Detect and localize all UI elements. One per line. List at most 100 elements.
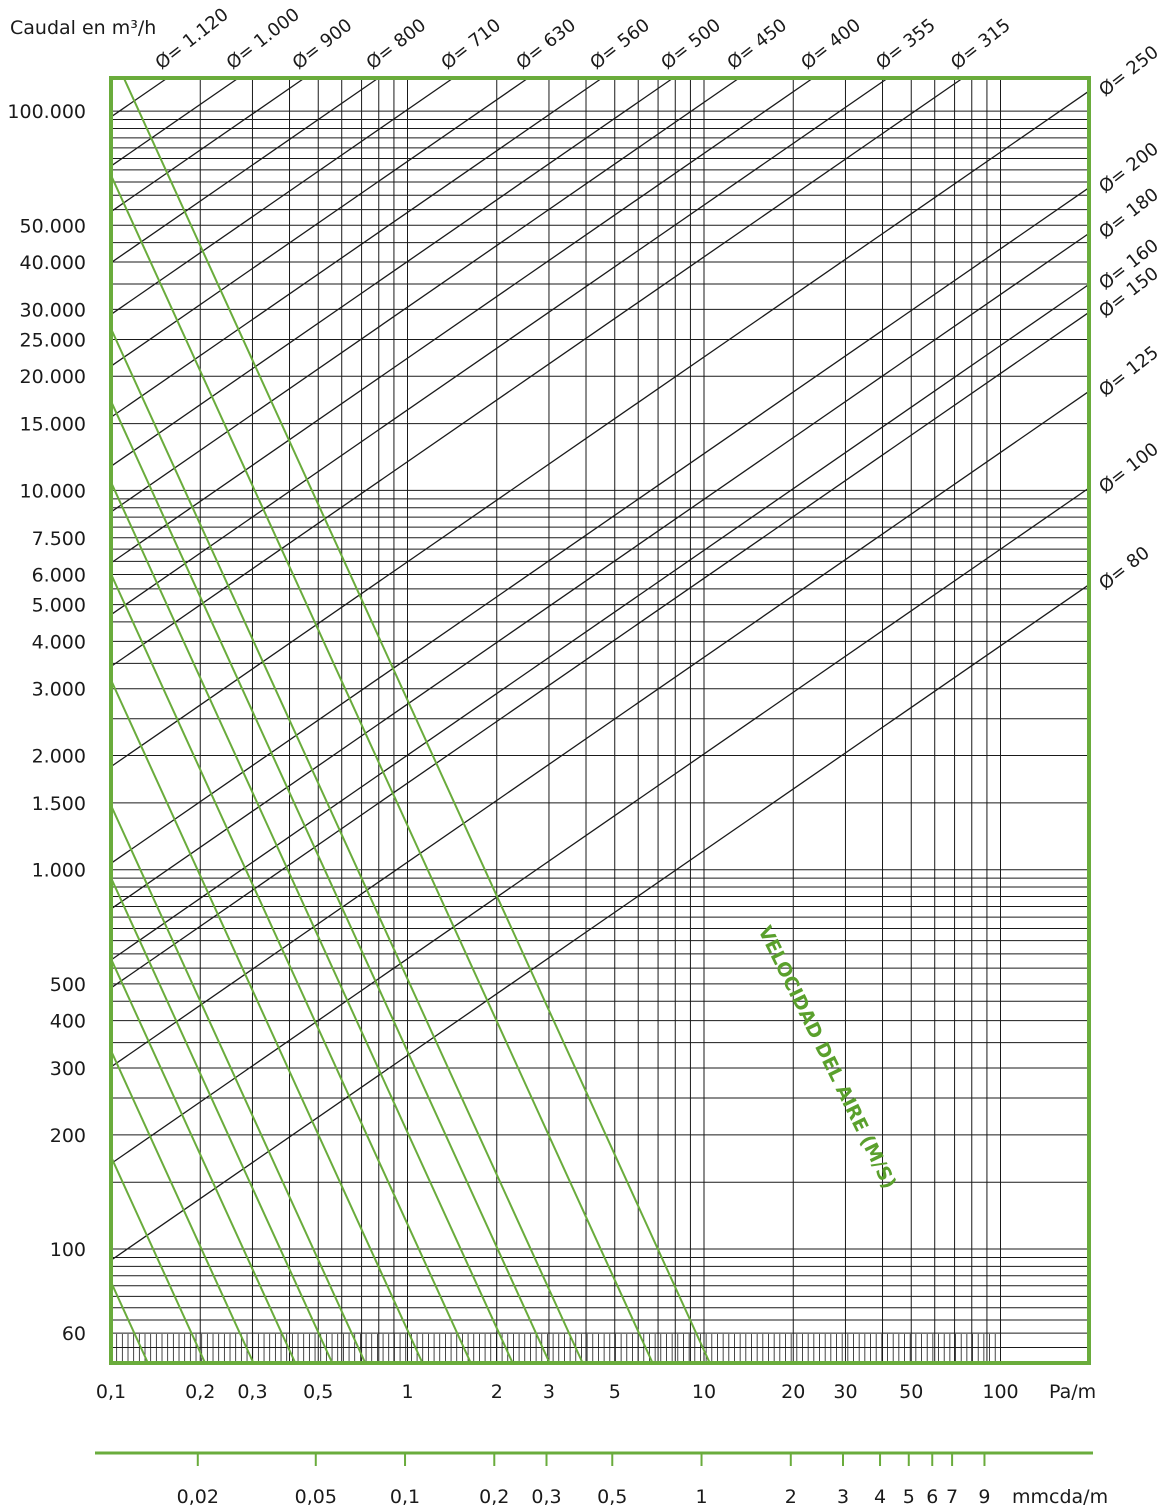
secondary-tick-label: 6 [926,1486,938,1508]
secondary-axis-title: mmcda/m [1012,1486,1108,1508]
diameter-label: Ø= 450 [723,15,791,74]
diameter-line [110,90,1090,768]
secondary-tick-label: 0,02 [177,1486,219,1508]
velocity-line [110,877,334,1364]
y-tick-label: 1.500 [32,793,86,815]
diameter-label: Ø= 400 [797,15,865,74]
diameter-lines [110,77,1090,1261]
diameter-label: Ø= 315 [947,15,1015,74]
velocity-line [122,77,711,1364]
y-tick-label: 4.000 [32,631,86,653]
diameter-label: Ø= 500 [657,15,725,74]
diameter-label: Ø= 100 [1095,439,1163,498]
secondary-tick-label: 0,1 [390,1486,420,1508]
x-tick-label: 3 [543,1381,555,1403]
y-tick-label: 60 [62,1323,86,1345]
y-tick-label: 400 [50,1011,86,1033]
x-tick-label: 0,1 [96,1381,126,1403]
velocity-line [110,573,472,1364]
diameter-line [110,77,814,564]
diameter-line [110,77,454,315]
velocity-line [110,174,654,1364]
velocity-line [110,958,297,1364]
diameter-line [110,584,1090,1261]
grid [111,78,1089,1363]
diameter-line [110,77,379,264]
diameter-line [110,77,740,513]
y-tick-label: 100 [50,1239,86,1261]
x-tick-label: 5 [609,1381,621,1403]
secondary-axis-ticks: 0,02 0,05 0,1 0,2 0,3 0,5 1 2 3 4 5 6 7 9 [177,1453,991,1508]
y-tick-label: 7.500 [32,528,86,550]
y-tick-label: 200 [50,1125,86,1147]
x-tick-label: 100 [982,1381,1018,1403]
x-axis-title: Pa/m [1049,1381,1096,1403]
x-tick-label: 0,2 [185,1381,215,1403]
secondary-tick-label: 0,3 [531,1486,561,1508]
velocity-line [110,1281,149,1364]
secondary-tick-label: 9 [978,1486,990,1508]
diameter-label: Ø= 250 [1095,42,1163,101]
x-tick-label: 10 [692,1381,716,1403]
velocity-line [110,481,514,1364]
y-tick-label: 20.000 [20,366,86,388]
y-tick-label: 5.000 [32,595,86,617]
x-tick-labels: 0,1 0,2 0,3 0,5 1 2 3 5 10 20 30 50 100 [96,1381,1019,1403]
diameter-line [110,77,168,118]
diameter-label: Ø= 125 [1095,342,1163,401]
diameter-line [110,487,1090,1165]
velocity-line [110,1050,255,1364]
diameter-line [110,77,889,616]
x-tick-label: 30 [833,1381,857,1403]
secondary-tick-label: 0,2 [479,1486,509,1508]
secondary-tick-label: 3 [837,1486,849,1508]
plot-frame [109,76,1091,1365]
velocity-line [110,400,551,1364]
velocity-line [110,1156,207,1364]
velocity-line [110,679,424,1364]
x-tick-label: 2 [491,1381,503,1403]
x-tick-label: 20 [781,1381,805,1403]
y-tick-label: 30.000 [20,299,86,321]
y-tick-label: 40.000 [20,252,86,274]
diameter-label: Ø= 710 [437,15,505,74]
velocity-annotation: VELOCIDAD DEL AIRE (M/S) [754,923,901,1193]
diameter-label: Ø= 560 [586,15,654,74]
secondary-tick-label: 1 [695,1486,707,1508]
secondary-tick-label: 4 [874,1486,886,1508]
diameter-line [110,77,964,668]
secondary-tick-label: 0,5 [597,1486,627,1508]
velocity-lines [110,77,711,1364]
x-tick-label: 0,3 [237,1381,267,1403]
diameter-label: Ø= 800 [363,15,431,74]
y-tick-label: 300 [50,1058,86,1080]
diameter-label: Ø= 355 [872,15,940,74]
secondary-tick-label: 7 [946,1486,958,1508]
diameter-line [110,77,239,167]
y-tick-labels: 100.000 50.000 40.000 30.000 25.000 20.000 15.… [7,101,86,1345]
diameter-line [110,283,1090,961]
secondary-tick-label: 5 [903,1486,915,1508]
y-tick-label: 1.000 [32,860,86,882]
diameter-line [110,187,1090,864]
y-tick-label: 10.000 [20,480,86,502]
x-tick-label: 50 [899,1381,923,1403]
diameter-label: Ø= 80 [1095,542,1154,594]
y-tick-label: 3.000 [32,679,86,701]
diameter-line [110,77,603,418]
x-tick-label: 0,5 [303,1381,333,1403]
diameter-label: Ø= 1.120 [152,4,233,74]
velocity-line [110,328,584,1364]
diameter-line [110,77,529,367]
diameter-line [110,232,1090,910]
velocity-line [110,804,367,1364]
diameter-line [110,390,1090,1068]
x-tick-label: 1 [401,1381,413,1403]
secondary-tick-label: 2 [785,1486,797,1508]
diameter-line [110,311,1090,989]
y-tick-label: 50.000 [20,215,86,237]
y-tick-label: 100.000 [7,101,86,123]
y-tick-label: 25.000 [20,329,86,351]
